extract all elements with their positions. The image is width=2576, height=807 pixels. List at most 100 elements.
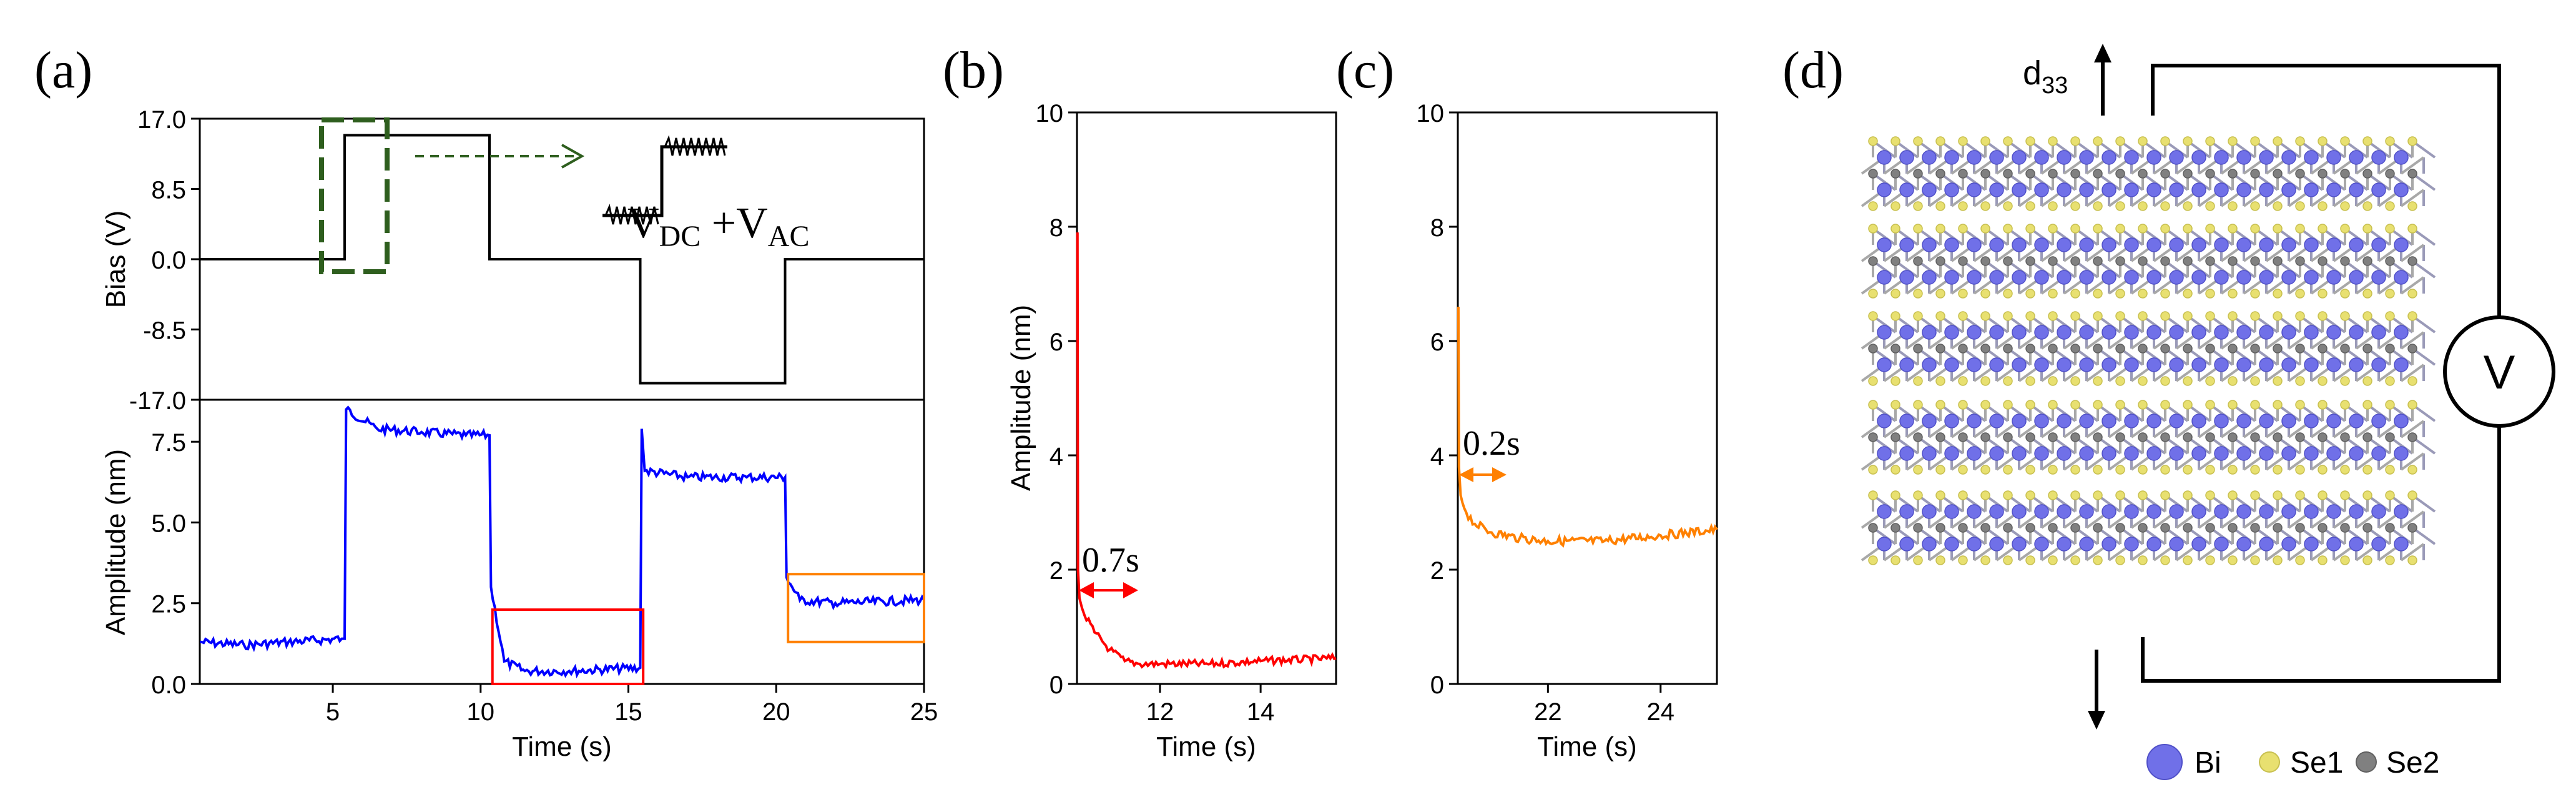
- bi-atom: [2169, 237, 2184, 252]
- bi-atom: [1922, 182, 1937, 197]
- bi-atom: [1877, 270, 1892, 285]
- bi-atom: [2034, 537, 2049, 552]
- bi-atom: [2012, 270, 2027, 285]
- se1-atom: [2093, 136, 2103, 146]
- bi-atom: [1989, 446, 2004, 461]
- se2-atom: [2340, 344, 2350, 354]
- bi-atom: [2281, 150, 2296, 165]
- se1-atom: [2025, 555, 2035, 565]
- se1-atom: [2025, 400, 2035, 410]
- se1-atom: [1935, 224, 1945, 234]
- se1-atom: [2093, 400, 2103, 410]
- se2-atom: [2295, 344, 2305, 354]
- bi-atom: [2394, 357, 2409, 372]
- voltmeter-icon: [2443, 315, 2555, 428]
- se2-atom: [2070, 523, 2080, 533]
- bi-atom: [1899, 504, 1914, 519]
- bi-atom: [2124, 537, 2139, 552]
- bi-atom: [2169, 504, 2184, 519]
- se2-atom: [2003, 432, 2013, 442]
- se1-atom: [2228, 400, 2238, 410]
- se1-atom: [2183, 201, 2193, 211]
- se1-atom: [2115, 555, 2125, 565]
- bi-atom: [2124, 357, 2139, 372]
- bi-atom: [2034, 357, 2049, 372]
- se2-atom: [2093, 432, 2103, 442]
- y-tick-label: 6: [1050, 329, 1063, 356]
- se1-atom: [2070, 224, 2080, 234]
- se1-atom: [2048, 376, 2058, 386]
- bi-atom: [2191, 413, 2206, 428]
- c-series-line: [1457, 307, 1718, 548]
- se1-atom: [2228, 376, 2238, 386]
- a-x-axis-label: Time (s): [512, 731, 612, 762]
- se1-atom: [2362, 490, 2372, 500]
- se1-atom: [2340, 400, 2350, 410]
- se1-atom: [2003, 224, 2013, 234]
- se1-atom: [2407, 311, 2417, 321]
- se1-atom: [1913, 289, 1923, 299]
- se1-atom: [2295, 376, 2305, 386]
- se2-atom: [2362, 344, 2372, 354]
- bi-atom: [1944, 504, 1959, 519]
- se1-atom: [1890, 136, 1900, 146]
- se1-atom: [2362, 400, 2372, 410]
- bi-atom: [2057, 182, 2072, 197]
- bi-atom: [2102, 413, 2116, 428]
- se1-atom: [1913, 555, 1923, 565]
- bi-atom: [2304, 413, 2319, 428]
- y-tick-label: 6: [1430, 329, 1444, 356]
- se2-atom: [2070, 256, 2080, 266]
- se2-atom-icon: [2356, 751, 2377, 773]
- bi-atom: [2214, 357, 2229, 372]
- bi-atom: [2191, 446, 2206, 461]
- se1-atom: [1958, 465, 1968, 475]
- bi-atom: [2146, 446, 2161, 461]
- bi-atom: [1899, 237, 1914, 252]
- bond: [2400, 420, 2425, 438]
- se1-atom: [2318, 555, 2328, 565]
- se1-atom: [2340, 224, 2350, 234]
- bi-atom: [2304, 237, 2319, 252]
- bi-atom: [1967, 237, 1982, 252]
- se1-atom: [2295, 136, 2305, 146]
- se1-atom: [2205, 311, 2215, 321]
- bi-atom: [2214, 413, 2229, 428]
- se1-atom: [2407, 289, 2417, 299]
- se1-atom: [2025, 289, 2035, 299]
- se2-atom: [2138, 432, 2148, 442]
- bi-atom: [2326, 537, 2341, 552]
- bi-atom: [1944, 446, 1959, 461]
- se2-atom: [2407, 169, 2417, 179]
- se1-atom: [2048, 201, 2058, 211]
- se1-atom: [2228, 224, 2238, 234]
- se2-atom: [2250, 169, 2260, 179]
- bi-atom: [2034, 182, 2049, 197]
- bi-atom: [2236, 182, 2251, 197]
- y-tick-label: 2.5: [151, 591, 186, 618]
- bi-atom: [2304, 537, 2319, 552]
- se1-atom: [2362, 201, 2372, 211]
- se1-atom: [1980, 224, 1990, 234]
- bi-atom: [2259, 325, 2274, 340]
- se2-atom: [2318, 344, 2328, 354]
- vdc-vac-label: VDC +VAC: [627, 199, 809, 253]
- bi-atom: [2326, 325, 2341, 340]
- bi-atom: [2146, 357, 2161, 372]
- se2-atom: [2093, 169, 2103, 179]
- se1-atom: [2070, 136, 2080, 146]
- bi-atom: [1877, 446, 1892, 461]
- se1-atom: [2250, 490, 2260, 500]
- bi-atom: [1967, 504, 1982, 519]
- vdc-step-line: [602, 145, 727, 217]
- se2-atom: [2070, 169, 2080, 179]
- se1-atom: [2295, 311, 2305, 321]
- se2-atom: [1890, 523, 1900, 533]
- se1-atom: [2362, 289, 2372, 299]
- se1-atom: [1913, 201, 1923, 211]
- bi-atom: [2124, 413, 2139, 428]
- se2-atom: [2228, 344, 2238, 354]
- se1-atom: [1890, 311, 1900, 321]
- bi-atom: [2169, 446, 2184, 461]
